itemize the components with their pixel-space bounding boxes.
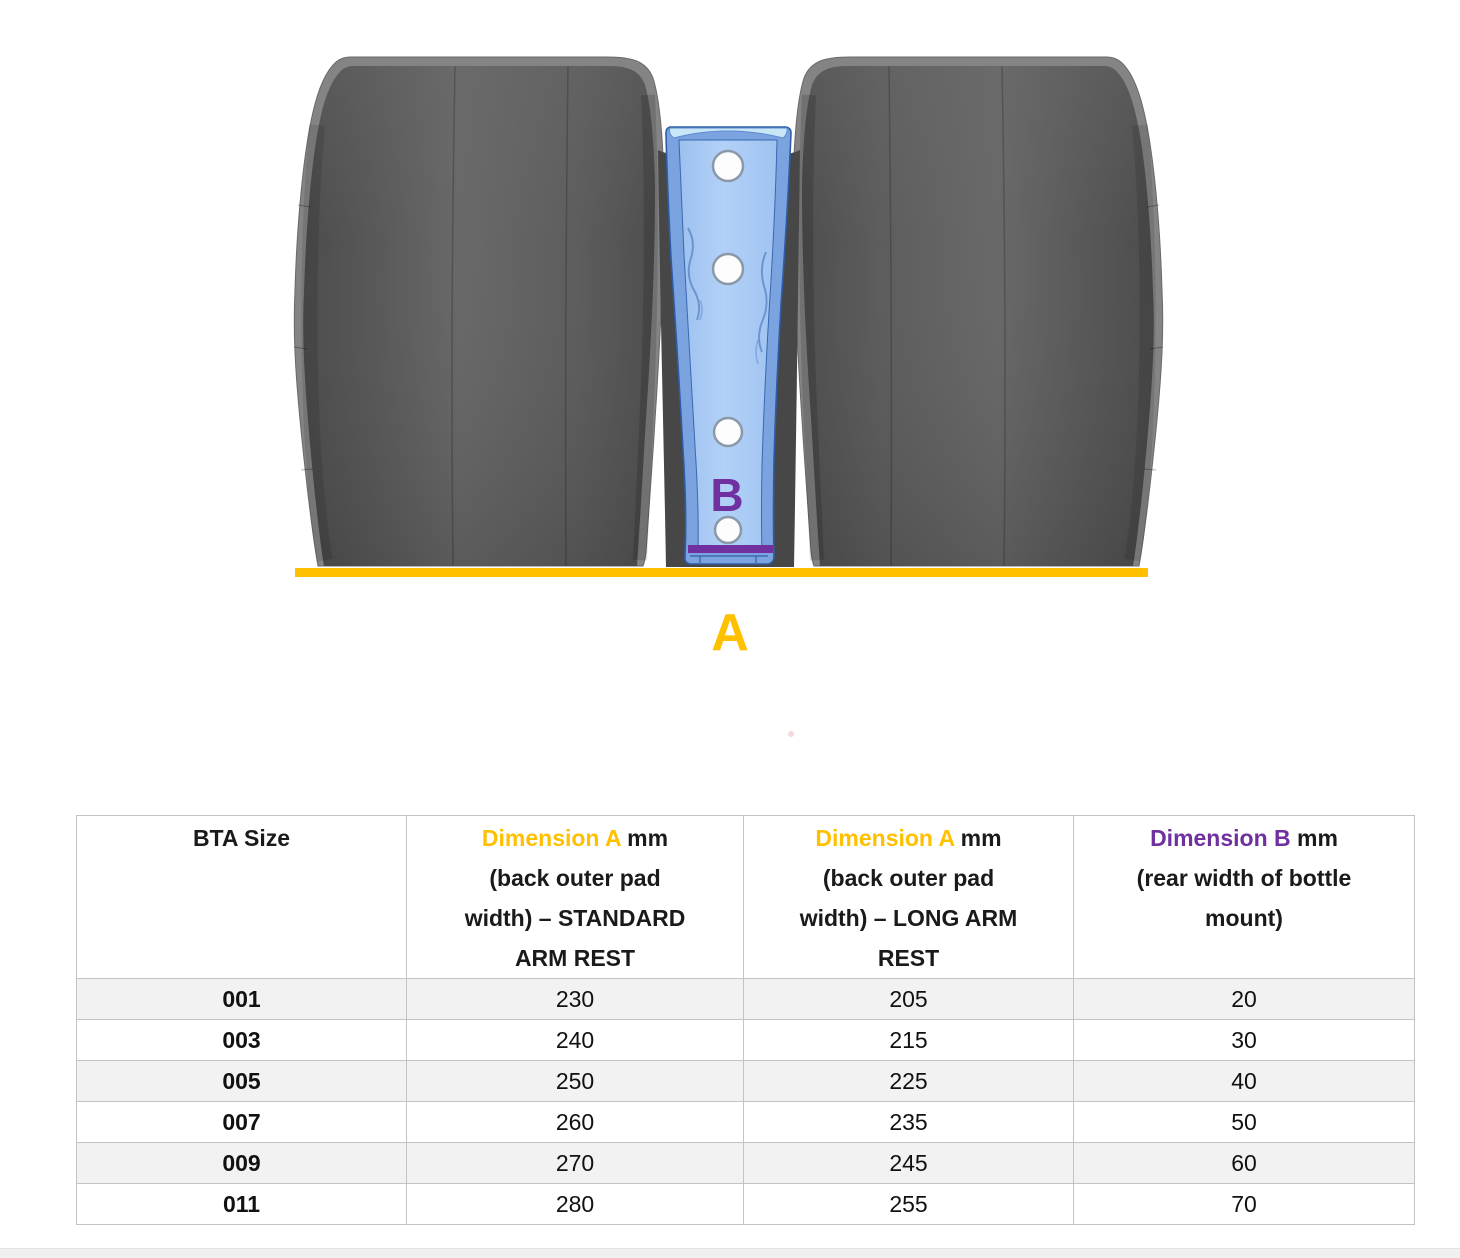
mounting-hole bbox=[711, 149, 745, 183]
cell-dim-a-standard: 280 bbox=[406, 1183, 744, 1225]
right-pad bbox=[793, 57, 1163, 566]
table-row: 007 260 235 50 bbox=[76, 1101, 1415, 1143]
mounting-hole bbox=[713, 515, 743, 545]
table-header-row: BTA Size Dimension A mm (back outer pad w… bbox=[76, 815, 1415, 979]
dimension-a-line bbox=[295, 568, 1148, 577]
artifact-speck bbox=[788, 731, 794, 737]
dimension-figure: B A bbox=[0, 0, 1460, 737]
header-dimension-a-standard: Dimension A mm (back outer pad width) – S… bbox=[406, 815, 744, 979]
cell-dim-a-standard: 270 bbox=[406, 1142, 744, 1184]
cell-dim-b: 60 bbox=[1073, 1142, 1415, 1184]
cell-dim-a-standard: 250 bbox=[406, 1060, 744, 1102]
cell-dim-b: 30 bbox=[1073, 1019, 1415, 1061]
table-row: 009 270 245 60 bbox=[76, 1142, 1415, 1184]
cell-bta-size: 007 bbox=[76, 1101, 407, 1143]
left-pad bbox=[294, 57, 664, 566]
bta-size-table: BTA Size Dimension A mm (back outer pad w… bbox=[76, 815, 1415, 1225]
table-row: 011 280 255 70 bbox=[76, 1183, 1415, 1225]
header-bta-size: BTA Size bbox=[76, 815, 407, 979]
cell-dim-b: 40 bbox=[1073, 1060, 1415, 1102]
dimension-b-line bbox=[688, 545, 773, 553]
cell-dim-a-long: 245 bbox=[743, 1142, 1074, 1184]
cell-bta-size: 001 bbox=[76, 978, 407, 1020]
mounting-hole bbox=[711, 252, 745, 286]
table-row: 003 240 215 30 bbox=[76, 1019, 1415, 1061]
cell-dim-a-long: 205 bbox=[743, 978, 1074, 1020]
header-dimension-a-long: Dimension A mm (back outer pad width) – L… bbox=[743, 815, 1074, 979]
page-bottom-strip bbox=[0, 1248, 1460, 1258]
bottle-mount-bracket bbox=[665, 126, 792, 565]
cell-bta-size: 009 bbox=[76, 1142, 407, 1184]
cell-dim-a-standard: 240 bbox=[406, 1019, 744, 1061]
cell-dim-a-long: 255 bbox=[743, 1183, 1074, 1225]
table-row: 001 230 205 20 bbox=[76, 978, 1415, 1020]
cell-dim-a-standard: 260 bbox=[406, 1101, 744, 1143]
cell-bta-size: 011 bbox=[76, 1183, 407, 1225]
dimension-a-label: A bbox=[711, 604, 749, 662]
cell-bta-size: 003 bbox=[76, 1019, 407, 1061]
cell-dim-a-long: 225 bbox=[743, 1060, 1074, 1102]
cell-dim-b: 50 bbox=[1073, 1101, 1415, 1143]
table-row: 005 250 225 40 bbox=[76, 1060, 1415, 1102]
cell-dim-a-standard: 230 bbox=[406, 978, 744, 1020]
back-pads-diagram: B A bbox=[0, 0, 1460, 737]
bracket-top-rim bbox=[669, 127, 788, 139]
cell-dim-a-long: 215 bbox=[743, 1019, 1074, 1061]
cell-dim-b: 20 bbox=[1073, 978, 1415, 1020]
cell-bta-size: 005 bbox=[76, 1060, 407, 1102]
header-dimension-b: Dimension B mm (rear width of bottle moun… bbox=[1073, 815, 1415, 979]
mounting-hole bbox=[712, 416, 744, 448]
cell-dim-b: 70 bbox=[1073, 1183, 1415, 1225]
dimension-b-label: B bbox=[710, 469, 743, 521]
cell-dim-a-long: 235 bbox=[743, 1101, 1074, 1143]
